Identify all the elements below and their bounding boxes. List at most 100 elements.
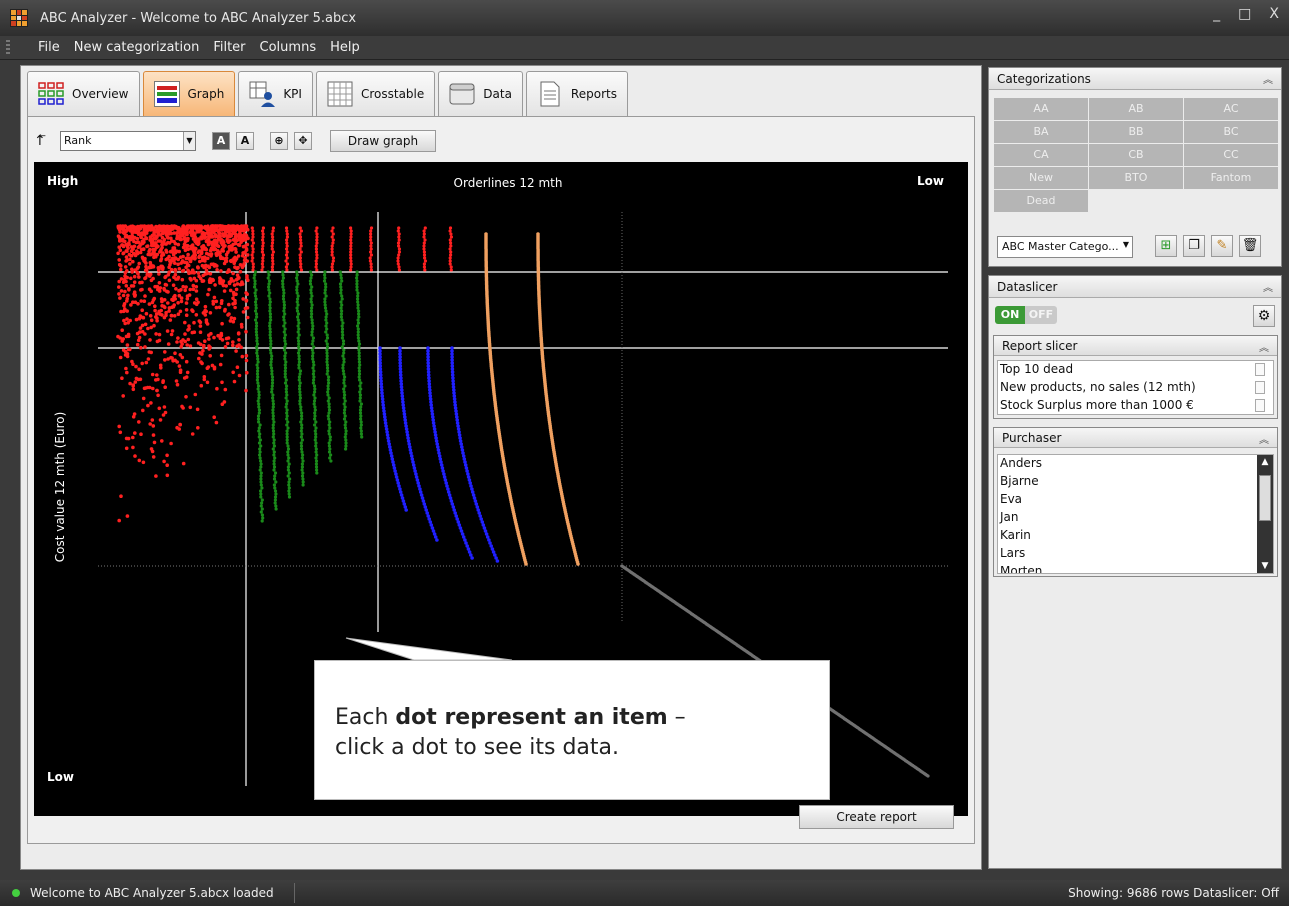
category-aa[interactable]: AA bbox=[994, 98, 1088, 120]
item-dot bbox=[327, 408, 332, 412]
collapse-icon[interactable]: ︽ bbox=[1259, 343, 1269, 354]
category-ca[interactable]: CA bbox=[994, 144, 1088, 166]
minimize-button[interactable]: _ bbox=[1213, 6, 1221, 22]
item-dot bbox=[121, 280, 126, 284]
category-bto[interactable]: BTO bbox=[1089, 167, 1183, 189]
create-report-button[interactable]: Create report bbox=[799, 805, 954, 829]
category-ab[interactable]: AB bbox=[1089, 98, 1183, 120]
dataslicer-header[interactable]: Dataslicer ︽ bbox=[989, 276, 1281, 298]
item-dot bbox=[257, 396, 261, 400]
item-dot bbox=[245, 292, 249, 296]
report-item-label: New products, no sales (12 mth) bbox=[1000, 380, 1196, 394]
scroll-down-icon[interactable]: ▼ bbox=[1261, 561, 1269, 571]
category-cc[interactable]: CC bbox=[1184, 144, 1278, 166]
item-dot bbox=[297, 321, 301, 325]
report-slicer-header[interactable]: Report slicer ︽ bbox=[994, 336, 1277, 356]
list-item[interactable]: Karin bbox=[1000, 528, 1031, 542]
category-ac[interactable]: AC bbox=[1184, 98, 1278, 120]
category-new[interactable]: New bbox=[994, 167, 1088, 189]
scroll-thumb[interactable] bbox=[1259, 475, 1271, 521]
item-dot bbox=[232, 283, 237, 287]
collapse-icon[interactable]: ︽ bbox=[1263, 283, 1273, 294]
item-dot bbox=[349, 232, 353, 236]
zoom-icon[interactable]: ⊕ bbox=[270, 132, 288, 150]
scroll-up-icon[interactable]: ▲ bbox=[1261, 457, 1269, 467]
list-item[interactable]: Anders bbox=[1000, 456, 1042, 470]
dataslicer-toggle[interactable]: ON OFF bbox=[995, 306, 1057, 324]
list-item[interactable]: Top 10 dead bbox=[998, 361, 1273, 379]
categorizations-header[interactable]: Categorizations ︽ bbox=[989, 68, 1281, 90]
list-item[interactable]: Eva bbox=[1000, 492, 1023, 506]
trash-icon[interactable]: 🗑 bbox=[1239, 235, 1261, 257]
menu-new-categorization[interactable]: New categorization bbox=[73, 40, 200, 55]
tab-graph[interactable]: Graph bbox=[142, 71, 236, 116]
item-dot bbox=[339, 288, 343, 292]
sort-direction-icon[interactable]: ↑⃖ bbox=[34, 133, 46, 149]
item-dot bbox=[257, 441, 262, 445]
item-dot bbox=[159, 297, 164, 301]
category-dead[interactable]: Dead bbox=[994, 190, 1088, 212]
item-dot bbox=[274, 480, 278, 484]
category-bb[interactable]: BB bbox=[1089, 121, 1183, 143]
menu-columns[interactable]: Columns bbox=[259, 40, 317, 55]
close-button[interactable]: X bbox=[1269, 6, 1279, 22]
tab-crosstable[interactable]: Crosstable bbox=[315, 71, 436, 116]
list-item[interactable]: New products, no sales (12 mth) bbox=[998, 379, 1273, 397]
categorization-select[interactable]: ABC Master Catego... ▼ bbox=[997, 236, 1133, 258]
item-dot bbox=[442, 475, 447, 479]
item-dot bbox=[173, 256, 177, 260]
menu-help[interactable]: Help bbox=[330, 40, 360, 55]
item-dot bbox=[449, 499, 454, 503]
sort-select[interactable]: Rank ▼ bbox=[60, 131, 196, 151]
item-dot bbox=[163, 225, 167, 230]
item-dot bbox=[285, 229, 289, 233]
item-dot bbox=[381, 406, 386, 410]
scatter-svg[interactable]: Cost value 12 mth (Euro) Orderlines 12 m… bbox=[34, 162, 968, 816]
menu-file[interactable]: File bbox=[38, 40, 60, 55]
item-dot bbox=[446, 490, 451, 494]
categorizations-title: Categorizations bbox=[997, 72, 1091, 86]
item-dot bbox=[138, 326, 143, 330]
item-dot bbox=[389, 451, 393, 455]
category-ba[interactable]: BA bbox=[994, 121, 1088, 143]
pan-icon[interactable]: ✥ bbox=[294, 132, 312, 150]
label-plain-button[interactable]: A bbox=[236, 132, 254, 150]
item-dot bbox=[298, 232, 302, 236]
item-dot bbox=[177, 293, 182, 298]
category-cb[interactable]: CB bbox=[1089, 144, 1183, 166]
tab-data[interactable]: Data bbox=[438, 71, 523, 116]
item-dot bbox=[296, 324, 300, 328]
list-item[interactable]: Jan bbox=[1000, 510, 1019, 524]
list-item[interactable]: Bjarne bbox=[1000, 474, 1039, 488]
list-item[interactable]: Stock Surplus more than 1000 € bbox=[998, 397, 1273, 414]
item-dot bbox=[300, 423, 304, 427]
category-bc[interactable]: BC bbox=[1184, 121, 1278, 143]
tab-reports[interactable]: Reports bbox=[525, 71, 628, 116]
edit-icon[interactable]: ✎ bbox=[1211, 235, 1233, 257]
purchaser-scrollbar[interactable]: ▲ ▼ bbox=[1257, 455, 1273, 573]
menu-filter[interactable]: Filter bbox=[213, 40, 246, 55]
draw-graph-button[interactable]: Draw graph bbox=[330, 130, 436, 152]
label-bold-button[interactable]: A bbox=[212, 132, 230, 150]
item-dot bbox=[475, 505, 480, 509]
tab-kpi[interactable]: KPI bbox=[238, 71, 313, 116]
item-dot bbox=[430, 526, 435, 530]
item-dot bbox=[237, 373, 242, 378]
purchaser-header[interactable]: Purchaser ︽ bbox=[994, 428, 1277, 448]
scatter-plot[interactable]: Cost value 12 mth (Euro) Orderlines 12 m… bbox=[34, 162, 968, 816]
item-dot bbox=[131, 435, 135, 440]
category-fantom[interactable]: Fantom bbox=[1184, 167, 1278, 189]
item-dot bbox=[250, 253, 254, 257]
collapse-icon[interactable]: ︽ bbox=[1259, 435, 1269, 446]
maximize-button[interactable]: □ bbox=[1238, 6, 1252, 22]
item-dot bbox=[396, 259, 400, 263]
gear-icon[interactable]: ⚙ bbox=[1253, 305, 1275, 327]
list-item[interactable]: Morten bbox=[1000, 564, 1043, 574]
list-item[interactable]: Lars bbox=[1000, 546, 1026, 560]
collapse-icon[interactable]: ︽ bbox=[1263, 75, 1273, 86]
copy-icon[interactable]: ❐ bbox=[1183, 235, 1205, 257]
tab-overview[interactable]: Overview bbox=[27, 71, 140, 116]
add-categorization-button[interactable]: ⊞ bbox=[1155, 235, 1177, 257]
item-dot bbox=[145, 385, 150, 390]
item-dot bbox=[453, 406, 458, 410]
